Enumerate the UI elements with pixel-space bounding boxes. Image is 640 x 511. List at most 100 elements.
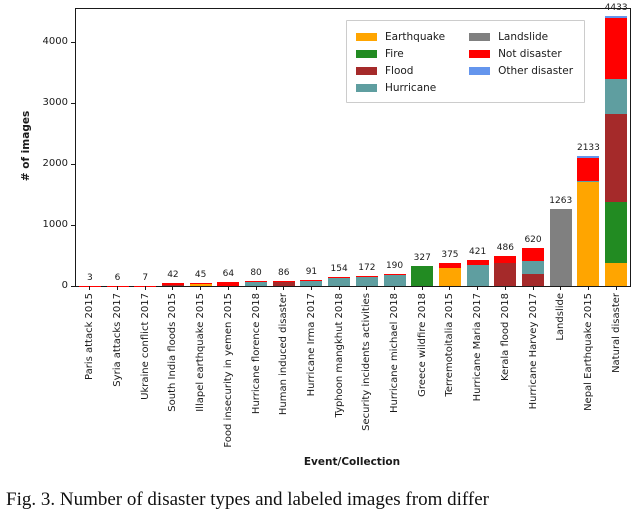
bar-segment-not-disaster — [577, 158, 599, 181]
x-tick-label: Hurricane Irma 2017 — [305, 293, 318, 396]
x-tick-mark — [616, 286, 617, 290]
legend-label: Fire — [385, 48, 404, 60]
x-tick-label: Hurricane florence 2018 — [250, 293, 263, 414]
x-tick-label: Greece wildfire 2018 — [416, 293, 429, 397]
bar-segment-not-disaster — [494, 256, 516, 263]
x-tick-mark — [228, 286, 229, 290]
bar-segment-not-disaster — [245, 281, 267, 282]
bar-segment-earthquake — [439, 268, 461, 286]
x-tick-label: Syria attacks 2017 — [111, 293, 124, 387]
y-tick-label: 3000 — [24, 97, 68, 109]
bar-segment-flood — [605, 114, 627, 202]
bar-segment-hurricane — [384, 275, 406, 286]
x-tick-mark — [560, 286, 561, 290]
x-tick-mark — [145, 286, 146, 290]
x-tick-mark — [505, 286, 506, 290]
x-tick-label: Kerala flood 2018 — [499, 293, 512, 381]
legend-label: Hurricane — [385, 82, 436, 94]
x-tick-mark — [394, 286, 395, 290]
y-tick-mark — [71, 225, 75, 226]
bar-segment-hurricane — [328, 277, 350, 286]
legend-label: Earthquake — [385, 31, 445, 43]
legend-column: Landslide Not disaster Other disaster — [469, 28, 573, 96]
legend-swatch-icon — [356, 33, 377, 41]
x-tick-mark — [200, 286, 201, 290]
x-tick-mark — [449, 286, 450, 290]
bar-segment-not-disaster — [356, 276, 378, 277]
x-tick-mark — [366, 286, 367, 290]
x-tick-label: Terremotoitalia 2015 — [443, 293, 456, 397]
bar-segment-other-disaster — [605, 16, 627, 18]
bar-value-label: 4433 — [594, 3, 638, 13]
legend-label: Landslide — [498, 31, 548, 43]
y-tick-label: 0 — [24, 280, 68, 292]
x-tick-label: Illapel earthquake 2015 — [194, 293, 207, 412]
legend-label: Other disaster — [498, 65, 573, 77]
legend: Earthquake Fire Flood Hurricane Landslide Not… — [346, 20, 585, 103]
bar-segment-landslide — [550, 209, 572, 286]
bar-segment-hurricane — [605, 79, 627, 114]
bar-segment-earthquake — [605, 263, 627, 286]
legend-item-fire: Fire — [356, 45, 445, 62]
bar-segment-hurricane — [467, 265, 489, 286]
bar-segment-hurricane — [522, 261, 544, 274]
x-tick-mark — [283, 286, 284, 290]
x-tick-label: Human induced disaster — [277, 293, 290, 415]
x-tick-mark — [256, 286, 257, 290]
y-tick-mark — [71, 103, 75, 104]
x-tick-mark — [422, 286, 423, 290]
y-axis-label: # of images — [20, 111, 32, 181]
y-tick-label: 4000 — [24, 36, 68, 48]
x-axis-label: Event/Collection — [304, 456, 400, 468]
bar-segment-hurricane — [577, 181, 599, 182]
bar-segment-fire — [411, 266, 433, 286]
legend-item-landslide: Landslide — [469, 28, 573, 45]
x-tick-mark — [477, 286, 478, 290]
x-tick-label: Nepal Earthquake 2015 — [582, 293, 595, 411]
legend-item-hurricane: Hurricane — [356, 79, 445, 96]
bar-value-label: 620 — [511, 235, 555, 245]
x-tick-label: Hurricane michael 2018 — [388, 293, 401, 413]
x-tick-label: South India floods 2015 — [166, 293, 179, 412]
x-tick-label: Typhoon mangkhut 2018 — [333, 293, 346, 417]
x-tick-label: Natural disaster — [610, 293, 623, 373]
legend-item-flood: Flood — [356, 62, 445, 79]
x-tick-mark — [311, 286, 312, 290]
x-tick-label: Ukraine conflict 2017 — [139, 293, 152, 400]
figure-caption: Fig. 3. Number of disaster types and lab… — [6, 489, 489, 511]
y-tick-mark — [71, 286, 75, 287]
legend-swatch-icon — [356, 67, 377, 75]
y-tick-mark — [71, 164, 75, 165]
x-tick-label: Hurricane Harvey 2017 — [527, 293, 540, 409]
bar-segment-hurricane — [356, 277, 378, 286]
bar-segment-not-disaster — [522, 248, 544, 261]
bar-segment-flood — [522, 274, 544, 286]
legend-swatch-icon — [356, 84, 377, 92]
legend-swatch-icon — [469, 50, 490, 58]
legend-label: Flood — [385, 65, 413, 77]
x-tick-mark — [533, 286, 534, 290]
legend-item-not-disaster: Not disaster — [469, 45, 573, 62]
bar-value-label: 2133 — [566, 143, 610, 153]
bar-segment-not-disaster — [162, 283, 184, 284]
bar-value-label: 1263 — [539, 196, 583, 206]
bar-segment-earthquake — [577, 182, 599, 286]
legend-swatch-icon — [469, 67, 490, 75]
x-tick-label: Security incidents activities — [360, 293, 373, 431]
legend-item-earthquake: Earthquake — [356, 28, 445, 45]
x-tick-mark — [588, 286, 589, 290]
x-tick-mark — [89, 286, 90, 290]
legend-label: Not disaster — [498, 48, 562, 60]
bar-segment-other-disaster — [577, 156, 599, 158]
x-tick-label: Food insecurity in yemen 2015 — [222, 293, 235, 448]
bar-segment-not-disaster — [384, 274, 406, 275]
x-tick-mark — [339, 286, 340, 290]
y-tick-label: 1000 — [24, 219, 68, 231]
x-tick-mark — [172, 286, 173, 290]
x-tick-label: Hurricane Maria 2017 — [471, 293, 484, 401]
bar-segment-fire — [605, 202, 627, 263]
bar-segment-not-disaster — [328, 277, 350, 278]
bar-segment-not-disaster — [439, 263, 461, 268]
legend-item-other-disaster: Other disaster — [469, 62, 573, 79]
x-tick-label: Paris attack 2015 — [83, 293, 96, 380]
